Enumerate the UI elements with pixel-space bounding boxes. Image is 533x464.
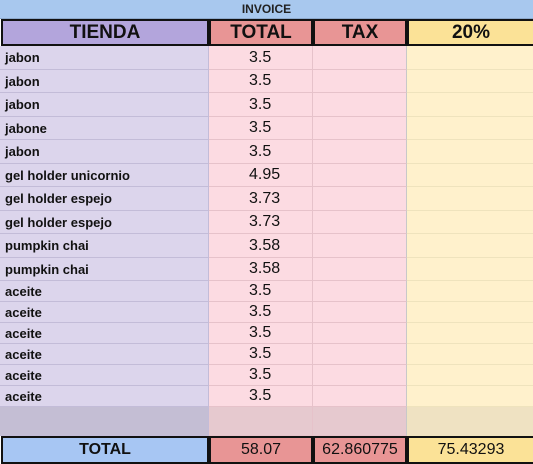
table-row: gel holder unicornio 4.95 [0, 164, 533, 187]
item-total-cell[interactable]: 3.5 [209, 323, 313, 344]
item-percent-cell[interactable] [407, 70, 533, 93]
item-total-cell[interactable]: 3.5 [209, 46, 313, 70]
item-name-cell[interactable]: jabon [0, 46, 209, 70]
item-percent-cell[interactable] [407, 281, 533, 302]
item-total-cell[interactable]: 3.58 [209, 234, 313, 258]
item-name-cell[interactable]: aceite [0, 323, 209, 344]
item-total-cell[interactable]: 3.5 [209, 117, 313, 140]
table-row: aceite 3.5 [0, 281, 533, 302]
item-name-cell[interactable]: aceite [0, 281, 209, 302]
empty-total-cell[interactable] [209, 407, 313, 436]
item-name-cell[interactable]: jabon [0, 93, 209, 117]
item-name-cell[interactable]: jabon [0, 70, 209, 93]
empty-row [0, 407, 533, 436]
item-total-cell[interactable]: 3.5 [209, 93, 313, 117]
item-total-cell[interactable]: 3.5 [209, 281, 313, 302]
item-tax-cell[interactable] [313, 117, 407, 140]
item-tax-cell[interactable] [313, 93, 407, 117]
empty-name-cell[interactable] [0, 407, 209, 436]
empty-tax-cell[interactable] [313, 407, 407, 436]
table-row: aceite 3.5 [0, 302, 533, 323]
header-total[interactable]: TOTAL [209, 19, 313, 46]
totals-percent[interactable]: 75.43293 [407, 436, 533, 464]
table-row: aceite 3.5 [0, 386, 533, 407]
header-tax[interactable]: TAX [313, 19, 407, 46]
item-percent-cell[interactable] [407, 164, 533, 187]
item-percent-cell[interactable] [407, 117, 533, 140]
table-row: aceite 3.5 [0, 323, 533, 344]
item-tax-cell[interactable] [313, 323, 407, 344]
item-tax-cell[interactable] [313, 70, 407, 93]
header-tienda[interactable]: TIENDA [1, 19, 209, 46]
item-name-cell[interactable]: pumpkin chai [0, 258, 209, 281]
item-percent-cell[interactable] [407, 365, 533, 386]
item-total-cell[interactable]: 3.5 [209, 386, 313, 407]
item-tax-cell[interactable] [313, 211, 407, 234]
item-total-cell[interactable]: 3.5 [209, 365, 313, 386]
totals-total[interactable]: 58.07 [209, 436, 313, 464]
table-row: pumpkin chai 3.58 [0, 258, 533, 281]
item-name-cell[interactable]: jabone [0, 117, 209, 140]
item-name-cell[interactable]: gel holder unicornio [0, 164, 209, 187]
empty-percent-cell[interactable] [407, 407, 533, 436]
item-name-cell[interactable]: gel holder espejo [0, 211, 209, 234]
table-row: jabon 3.5 [0, 140, 533, 164]
item-total-cell[interactable]: 3.5 [209, 140, 313, 164]
item-tax-cell[interactable] [313, 258, 407, 281]
item-tax-cell[interactable] [313, 234, 407, 258]
item-tax-cell[interactable] [313, 46, 407, 70]
item-total-cell[interactable]: 3.5 [209, 344, 313, 365]
table-row: gel holder espejo 3.73 [0, 187, 533, 211]
item-total-cell[interactable]: 3.58 [209, 258, 313, 281]
item-total-cell[interactable]: 3.5 [209, 302, 313, 323]
item-name-cell[interactable]: aceite [0, 365, 209, 386]
item-total-cell[interactable]: 4.95 [209, 164, 313, 187]
item-name-cell[interactable]: aceite [0, 302, 209, 323]
totals-label[interactable]: TOTAL [1, 436, 209, 464]
item-percent-cell[interactable] [407, 140, 533, 164]
item-name-cell[interactable]: gel holder espejo [0, 187, 209, 211]
item-name-cell[interactable]: pumpkin chai [0, 234, 209, 258]
item-percent-cell[interactable] [407, 344, 533, 365]
item-percent-cell[interactable] [407, 93, 533, 117]
item-tax-cell[interactable] [313, 302, 407, 323]
item-tax-cell[interactable] [313, 386, 407, 407]
item-total-cell[interactable]: 3.73 [209, 187, 313, 211]
table-row: jabon 3.5 [0, 93, 533, 117]
item-percent-cell[interactable] [407, 234, 533, 258]
item-tax-cell[interactable] [313, 187, 407, 211]
item-name-cell[interactable]: jabon [0, 140, 209, 164]
item-total-cell[interactable]: 3.5 [209, 70, 313, 93]
item-tax-cell[interactable] [313, 164, 407, 187]
item-tax-cell[interactable] [313, 281, 407, 302]
item-percent-cell[interactable] [407, 258, 533, 281]
table-row: aceite 3.5 [0, 365, 533, 386]
item-percent-cell[interactable] [407, 187, 533, 211]
item-percent-cell[interactable] [407, 386, 533, 407]
table-row: jabon 3.5 [0, 46, 533, 70]
table-row: gel holder espejo 3.73 [0, 211, 533, 234]
sheet-title: INVOICE [0, 0, 533, 19]
table-row: pumpkin chai 3.58 [0, 234, 533, 258]
item-tax-cell[interactable] [313, 344, 407, 365]
item-percent-cell[interactable] [407, 302, 533, 323]
item-percent-cell[interactable] [407, 46, 533, 70]
table-row: jabone 3.5 [0, 117, 533, 140]
item-total-cell[interactable]: 3.73 [209, 211, 313, 234]
item-name-cell[interactable]: aceite [0, 386, 209, 407]
item-percent-cell[interactable] [407, 323, 533, 344]
table-row: jabon 3.5 [0, 70, 533, 93]
header-percent[interactable]: 20% [407, 19, 533, 46]
totals-tax[interactable]: 62.860775 [313, 436, 407, 464]
item-tax-cell[interactable] [313, 140, 407, 164]
item-percent-cell[interactable] [407, 211, 533, 234]
table-row: aceite 3.5 [0, 344, 533, 365]
item-tax-cell[interactable] [313, 365, 407, 386]
item-name-cell[interactable]: aceite [0, 344, 209, 365]
